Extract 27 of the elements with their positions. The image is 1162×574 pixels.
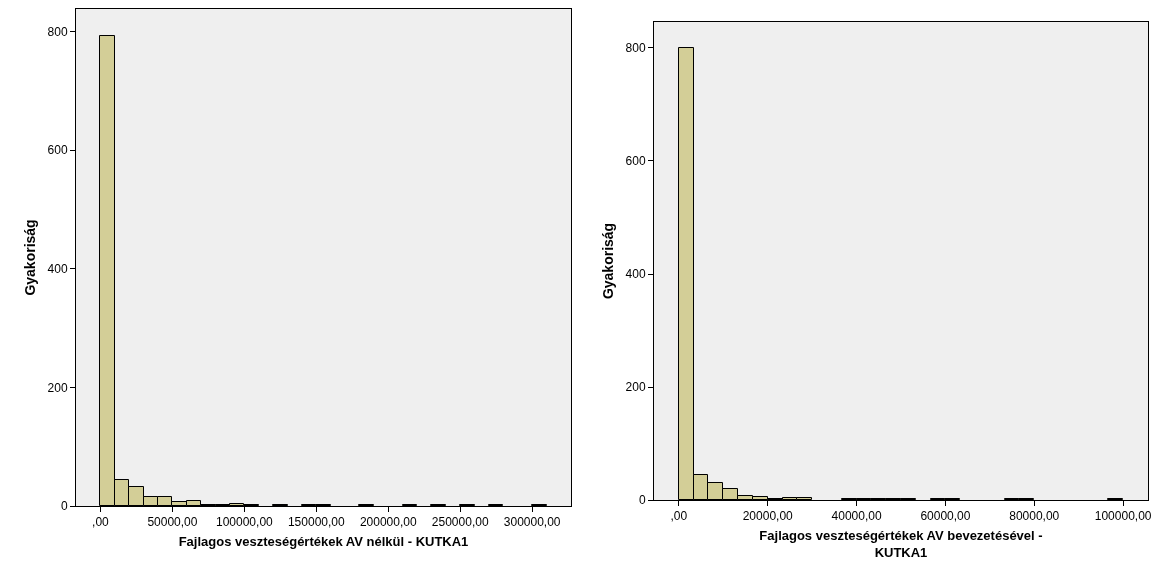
y-tick-label: 0 [638,493,646,508]
y-tick-label: 400 [625,267,646,282]
y-tick-label: 400 [47,261,68,276]
y-axis-title: Gyakoriság [22,219,39,296]
x-tick-label: ,00 [92,515,110,530]
x-tick-label: 100000,00 [215,515,274,530]
y-tick-label: 0 [60,499,68,514]
x-tick-label: 250000,00 [431,515,489,530]
y-tick-label: 800 [625,41,646,56]
x-tick-label: 150000,00 [287,515,345,530]
x-tick-label: 50000,00 [147,515,198,530]
y-tick-label: 200 [47,380,68,395]
x-axis-title: Fajlagos veszteségértékek AV nélkül - KUTKA1 [178,534,469,549]
x-tick-label: 100000,00 [1094,509,1152,524]
x-tick-label: ,00 [670,509,688,524]
y-tick-label: 600 [625,154,646,169]
x-tick-label: 20000,00 [742,509,794,524]
y-tick-label: 600 [47,143,68,158]
x-tick-label: 300000,00 [503,515,561,530]
x-tick-label: 80000,00 [1009,509,1060,524]
x-tick-label: 200000,00 [359,515,417,530]
y-tick-label: 800 [47,24,68,39]
x-axis-title: Fajlagos veszteségértékek AV bevezetésével - KUTKA1 [759,528,1043,560]
x-tick-label: 40000,00 [831,509,882,524]
y-tick-label: 200 [625,380,646,395]
x-tick-label: 60000,00 [920,509,971,524]
y-axis-title: Gyakoriság [600,222,617,300]
